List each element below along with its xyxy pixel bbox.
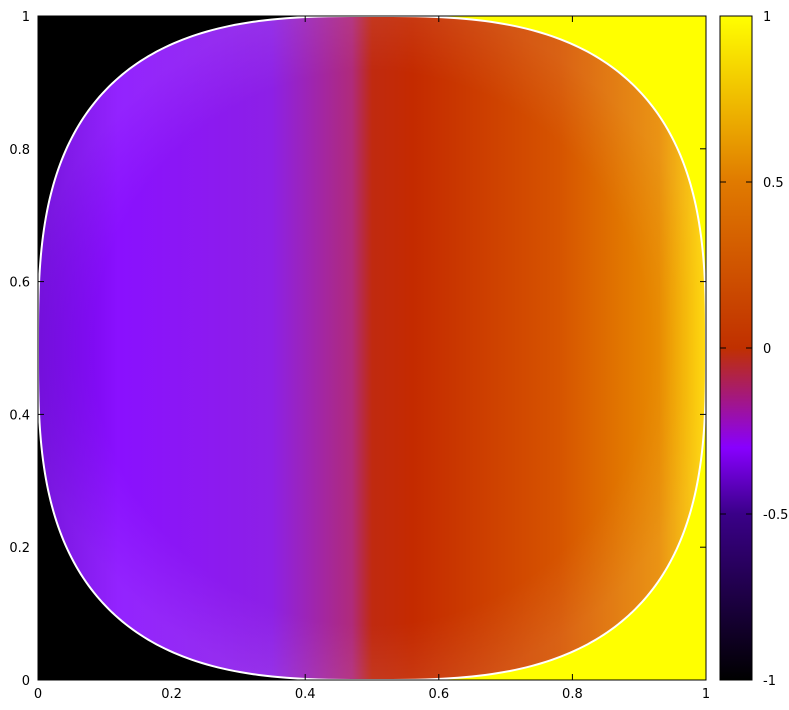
plot-area — [38, 16, 706, 680]
boundary-curve — [38, 16, 706, 680]
plot-frame — [37, 15, 707, 681]
x-tick-label: 0.6 — [428, 687, 449, 702]
inside-region-edge — [38, 16, 706, 680]
colorbar-tick-label: -0.5 — [763, 508, 788, 523]
colorbar-tick-label: 1 — [763, 10, 771, 25]
y-tick-label: 0.4 — [9, 408, 30, 423]
x-tick-label: 0.2 — [161, 687, 182, 702]
x-tick-label: 1 — [702, 687, 710, 702]
x-axis: 0 0.2 0.4 0.6 0.8 1 — [34, 16, 710, 702]
y-tick-label: 0.8 — [9, 143, 30, 158]
y-tick-label: 0.6 — [9, 276, 30, 291]
colorbar-tick-label: -1 — [763, 674, 776, 689]
y-tick-label: 0 — [22, 674, 30, 689]
colorbar-axis: -1 -0.5 0 0.5 1 — [720, 10, 788, 689]
colorbar-tick-label: 0.5 — [763, 176, 784, 191]
colorbar-tick-label: 0 — [763, 342, 771, 357]
y-axis: 0 0.2 0.4 0.6 0.8 1 — [9, 10, 706, 689]
y-tick-label: 1 — [22, 10, 30, 25]
x-tick-label: 0 — [34, 687, 42, 702]
x-tick-label: 0.4 — [295, 687, 316, 702]
x-tick-label: 0.8 — [562, 687, 583, 702]
y-tick-label: 0.2 — [9, 541, 30, 556]
